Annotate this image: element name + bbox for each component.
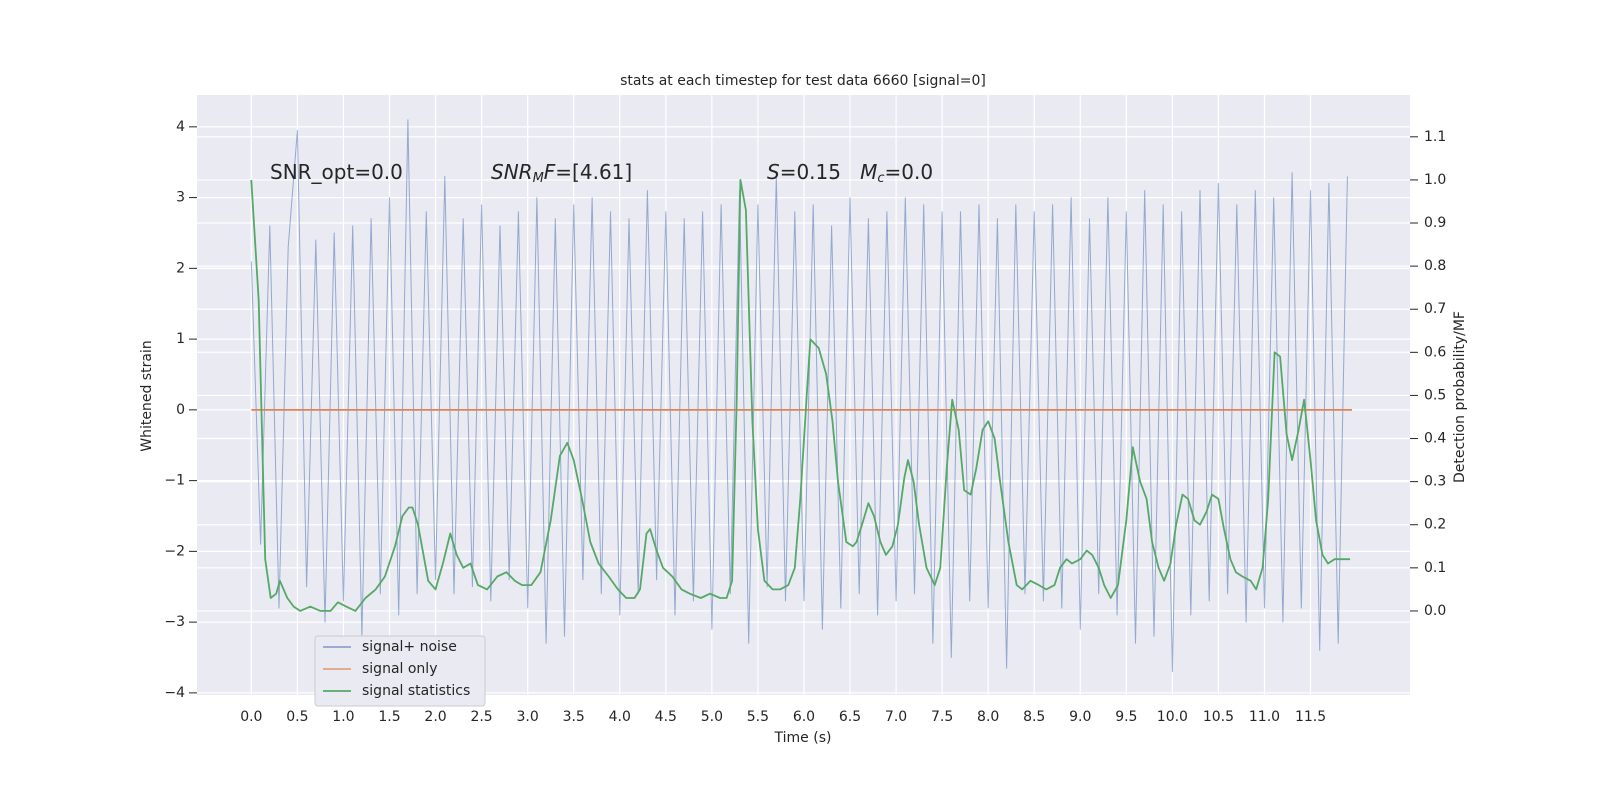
x-tick-label: 2.5 xyxy=(470,709,492,725)
y2-tick-label: 0.6 xyxy=(1424,344,1446,360)
x-tick-label: 2.0 xyxy=(424,709,446,725)
annotation-part: F xyxy=(544,160,556,184)
annotation-part: c xyxy=(877,171,884,186)
marks xyxy=(250,119,1352,673)
x-tick-label: 9.5 xyxy=(1115,709,1137,725)
x-tick-label: 5.5 xyxy=(747,709,769,725)
annotation-part: M xyxy=(533,171,544,186)
chart-title: stats at each timestep for test data 666… xyxy=(620,73,986,89)
x-tick-label: 3.5 xyxy=(563,709,585,725)
y2-axis-label: Detection probability/MF xyxy=(1452,311,1468,483)
legend: signal+ noise signal only signal statistic… xyxy=(314,635,486,707)
x-tick-label: 6.5 xyxy=(839,709,861,725)
x-tick-label: 4.5 xyxy=(655,709,677,725)
y2-tick-label: 1.0 xyxy=(1424,172,1446,188)
annotation-part: =0.0 xyxy=(885,160,934,184)
y-tick-label: −1 xyxy=(164,473,185,489)
annotation: SNRMF=[4.61] xyxy=(491,160,632,186)
x-tick-label: 4.0 xyxy=(609,709,631,725)
x-tick-label: 7.5 xyxy=(931,709,953,725)
y2-tick-label: 0.8 xyxy=(1424,258,1446,274)
x-tick-label: 9.0 xyxy=(1069,709,1091,725)
y2-tick-label: 0.2 xyxy=(1424,517,1446,533)
x-tick-label: 0.0 xyxy=(240,709,262,725)
series-line xyxy=(250,119,1348,673)
y2-tick-label: 0.7 xyxy=(1424,301,1446,317)
y-axis-label: Whitened strain xyxy=(139,340,155,451)
y2-tick-label: 0.0 xyxy=(1424,603,1446,619)
y-tick-label: 2 xyxy=(176,260,185,276)
annotation: S=0.15 Mc=0.0 xyxy=(767,160,933,186)
annotation: SNR_opt=0.0 xyxy=(270,160,403,184)
y-tick-label: −2 xyxy=(164,543,185,559)
x-tick-label: 8.0 xyxy=(977,709,999,725)
y-tick-label: 0 xyxy=(176,402,185,418)
x-tick-label: 6.0 xyxy=(793,709,815,725)
annotation-part: M xyxy=(860,160,877,184)
labels: 0.0 0.5 1.0 1.5 2.0 2.5 3.0 3.5 4.0 4.5 5.0 5.5 6.0 6… xyxy=(164,119,1446,725)
x-tick-label: 10.0 xyxy=(1157,709,1188,725)
annotation-part: =0.15 xyxy=(780,160,860,184)
legend-label: signal statistics xyxy=(362,683,470,699)
x-tick-label: 8.5 xyxy=(1023,709,1045,725)
x-tick-label: 10.5 xyxy=(1203,709,1234,725)
y2-tick-label: 0.5 xyxy=(1424,387,1446,403)
x-tick-label: 11.0 xyxy=(1249,709,1280,725)
x-tick-label: 1.5 xyxy=(378,709,400,725)
y-tick-label: 4 xyxy=(176,119,185,135)
legend-box xyxy=(314,635,486,707)
annotation-part: =[4.61] xyxy=(555,160,632,184)
y-tick-label: −3 xyxy=(164,614,185,630)
legend-label: signal+ noise xyxy=(362,639,457,655)
x-axis-label: Time (s) xyxy=(774,730,832,746)
x-tick-label: 1.0 xyxy=(332,709,354,725)
annotation-part: SNR xyxy=(491,160,533,184)
x-tick-label: 5.0 xyxy=(701,709,723,725)
x-tick-label: 0.5 xyxy=(286,709,308,725)
y-tick-label: 1 xyxy=(176,331,185,347)
y2-tick-label: 0.9 xyxy=(1424,215,1446,231)
y-tick-label: 3 xyxy=(176,190,185,206)
y-tick-label: −4 xyxy=(164,685,185,701)
series-line xyxy=(250,178,1351,612)
x-tick-label: 3.0 xyxy=(517,709,539,725)
x-tick-label: 11.5 xyxy=(1295,709,1326,725)
y2-tick-label: 0.3 xyxy=(1424,474,1446,490)
x-tick-label: 7.0 xyxy=(885,709,907,725)
annotation-part: SNR_opt=0.0 xyxy=(270,160,403,184)
y2-tick-label: 1.1 xyxy=(1424,129,1446,145)
annotation-part: S xyxy=(767,160,780,184)
legend-label: signal only xyxy=(362,661,437,677)
y2-tick-label: 0.1 xyxy=(1424,560,1446,576)
y2-tick-label: 0.4 xyxy=(1424,431,1446,447)
